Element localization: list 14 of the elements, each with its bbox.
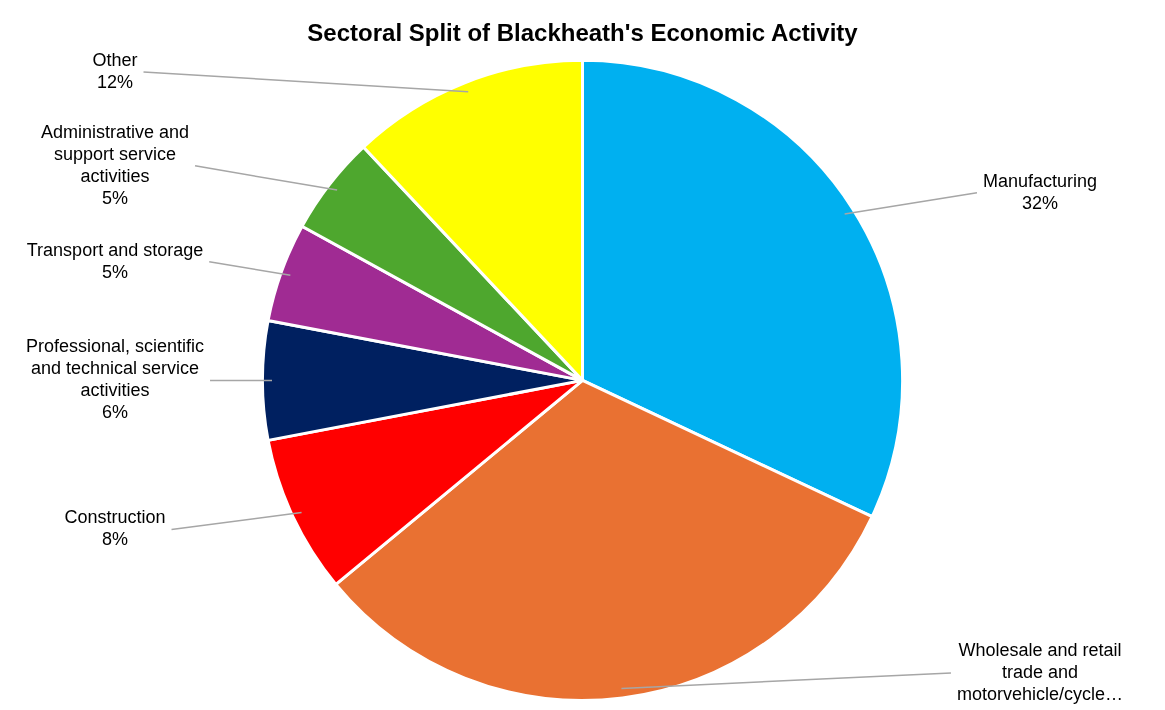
slice-label: Professional, scientific and technical service activities	[25, 336, 205, 401]
slice-label: Wholesale and retail trade and motorvehicle/cycle…	[956, 639, 1124, 704]
slice-label: Construction	[64, 507, 166, 528]
data-label: 12%	[96, 71, 134, 92]
data-label: 5%	[101, 261, 129, 282]
data-label: 6%	[101, 402, 129, 423]
slice-label: Other	[92, 49, 138, 70]
chart-title: Sectoral Split of Blackheath's Economic Activity	[307, 19, 859, 47]
data-label: 32%	[1021, 192, 1059, 213]
data-label: 8%	[101, 529, 129, 550]
slice-label: Administrative and support service activities	[40, 121, 190, 186]
slice-label: Transport and storage	[26, 239, 204, 260]
slice-label: Manufacturing	[982, 170, 1098, 191]
data-label: 5%	[101, 187, 129, 208]
